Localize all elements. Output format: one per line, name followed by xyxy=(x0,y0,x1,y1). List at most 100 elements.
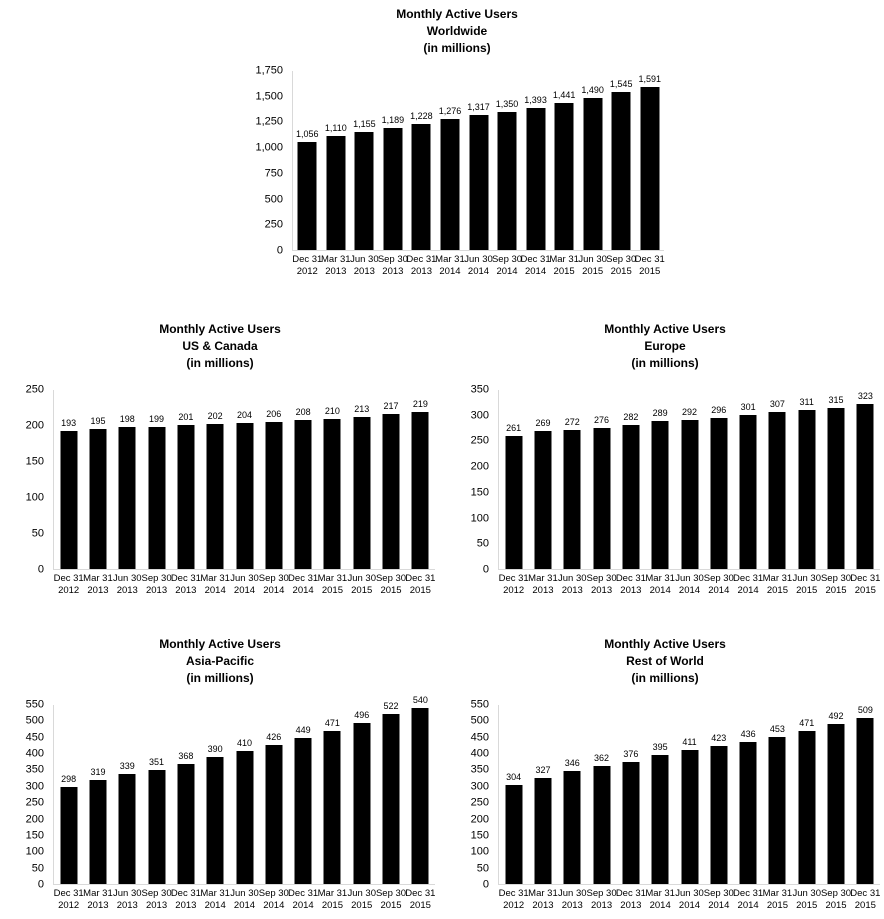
bar xyxy=(89,780,107,884)
bar-value-label: 210 xyxy=(324,405,340,416)
bar-value-label: 272 xyxy=(564,416,580,427)
x-tick-line1: Mar 31 xyxy=(762,888,793,899)
x-tick-line1: Mar 31 xyxy=(528,888,558,899)
x-tick-line1: Sep 30 xyxy=(491,254,523,265)
bar-value-label: 1,350 xyxy=(495,98,519,109)
bar-value-label: 208 xyxy=(295,407,311,418)
x-tick-label: Mar 31 2014 xyxy=(200,573,230,597)
bar-value-label: 298 xyxy=(61,774,77,785)
y-tick-label: 500 xyxy=(470,714,489,727)
x-tick-line2: 2014 xyxy=(708,585,730,596)
x-tick-line1: Mar 31 xyxy=(528,573,558,584)
x-tick-line2: 2014 xyxy=(649,900,671,911)
x-tick-line2: 2014 xyxy=(737,585,759,596)
x-tick-line1: Dec 31 xyxy=(406,254,437,265)
bar-value-label: 395 xyxy=(652,742,668,753)
bar-value-label: 193 xyxy=(61,417,77,428)
x-tick-label: Sep 30 2013 xyxy=(378,254,408,278)
bar xyxy=(739,415,757,569)
x-tick-label: Sep 30 2013 xyxy=(142,573,172,597)
x-tick-label: Jun 30 2014 xyxy=(230,888,259,912)
y-tick-label: 250 xyxy=(470,796,489,809)
x-tick-line1: Jun 30 xyxy=(792,888,821,899)
y-axis: 0 250 500 750 1,000 1,250 1,500 1,750 xyxy=(240,65,292,256)
x-tick-line1: Dec 31 xyxy=(615,888,646,899)
y-tick-label: 250 xyxy=(25,383,44,396)
bar-value-label: 195 xyxy=(90,416,106,427)
y-tick-label: 500 xyxy=(25,714,44,727)
y-tick-label: 550 xyxy=(470,698,489,711)
chart-rest-of-world: Monthly Active Users Rest of World (in m… xyxy=(450,632,881,919)
chart-title-line3: (in millions) xyxy=(186,671,254,685)
bar-value-label: 219 xyxy=(412,399,428,410)
y-tick-label: 350 xyxy=(470,383,489,396)
x-tick-line1: Dec 31 xyxy=(170,888,201,899)
x-tick-line1: Dec 31 xyxy=(292,254,323,265)
bar-value-label: 1,441 xyxy=(552,89,576,100)
y-axis: 0 50 100 150 200 250 300 350 400 450 500 550 xyxy=(5,699,53,890)
x-tick-line1: Sep 30 xyxy=(258,888,289,899)
y-tick-label: 0 xyxy=(37,878,44,891)
x-tick-line2: 2015 xyxy=(582,266,604,277)
bar xyxy=(148,426,166,569)
x-tick-label: Jun 30 2013 xyxy=(113,888,142,912)
bar-value-label: 292 xyxy=(681,406,698,417)
x-tick-label: Dec 31 2015 xyxy=(635,254,665,278)
x-tick-label: Jun 30 2015 xyxy=(578,254,607,278)
y-tick-label: 300 xyxy=(470,780,489,793)
x-tick-label: Dec 31 2012 xyxy=(499,573,529,597)
plot-area: 1,056 Dec 31 2012 1,110 Mar 31 2013 1,155 Jun 3… xyxy=(292,71,665,277)
bar-value-label: 453 xyxy=(769,723,785,734)
chart-title: Monthly Active Users Rest of World (in m… xyxy=(450,632,880,687)
x-tick-label: Dec 31 2012 xyxy=(54,888,84,912)
x-tick-line1: Sep 30 xyxy=(586,888,617,899)
y-tick-label: 100 xyxy=(470,512,489,525)
bar xyxy=(640,87,660,250)
bar-value-label: 522 xyxy=(383,701,399,712)
x-tick-label: Jun 30 2014 xyxy=(230,573,259,597)
x-tick-line2: 2014 xyxy=(263,900,285,911)
y-tick-label: 100 xyxy=(25,491,44,504)
bar-value-label: 1,317 xyxy=(467,102,490,113)
x-tick-label: Jun 30 2015 xyxy=(792,573,821,597)
x-tick-line1: Sep 30 xyxy=(703,888,734,899)
bar xyxy=(798,730,816,884)
y-tick-label: 0 xyxy=(37,563,44,576)
bar-value-label: 1,228 xyxy=(410,111,433,122)
y-tick-label: 0 xyxy=(276,244,283,257)
bar-value-label: 311 xyxy=(799,396,814,407)
bar-value-label: 296 xyxy=(711,404,727,415)
bar xyxy=(353,722,371,884)
bar xyxy=(710,417,728,569)
x-tick-line2: 2013 xyxy=(561,585,583,596)
x-tick-line1: Sep 30 xyxy=(375,888,407,899)
x-tick-line2: 2013 xyxy=(175,900,197,911)
x-tick-label: Dec 31 2015 xyxy=(405,573,435,597)
x-tick-label: Sep 30 2015 xyxy=(821,888,851,912)
bar-value-label: 471 xyxy=(324,717,340,728)
bar xyxy=(206,757,224,884)
y-tick-label: 50 xyxy=(31,862,44,875)
x-tick-line2: 2014 xyxy=(496,266,518,277)
bar xyxy=(382,714,400,884)
x-tick-line1: Mar 31 xyxy=(321,254,351,265)
y-tick-label: 150 xyxy=(470,829,489,842)
x-tick-line1: Sep 30 xyxy=(141,888,172,899)
x-tick-line2: 2014 xyxy=(649,585,671,596)
x-tick-line2: 2015 xyxy=(766,900,788,911)
bar xyxy=(593,427,611,569)
bar-value-label: 327 xyxy=(535,764,551,775)
x-tick-line1: Jun 30 xyxy=(230,573,259,584)
bar-value-label: 307 xyxy=(769,399,785,409)
x-tick-line1: Sep 30 xyxy=(606,254,637,265)
bar xyxy=(611,91,631,250)
x-tick-label: Jun 30 2013 xyxy=(558,573,587,597)
chart-title-line3: (in millions) xyxy=(423,41,491,55)
chart-body: 0 50 100 150 200 250 300 350 400 450 500 550 304 Dec… xyxy=(450,699,881,919)
x-tick-line2: 2013 xyxy=(410,266,432,277)
bar xyxy=(563,429,581,569)
x-tick-line2: 2013 xyxy=(382,266,404,277)
y-tick-label: 1,000 xyxy=(255,141,283,154)
x-tick-line1: Sep 30 xyxy=(820,888,852,899)
x-tick-label: Sep 30 2015 xyxy=(821,573,851,597)
